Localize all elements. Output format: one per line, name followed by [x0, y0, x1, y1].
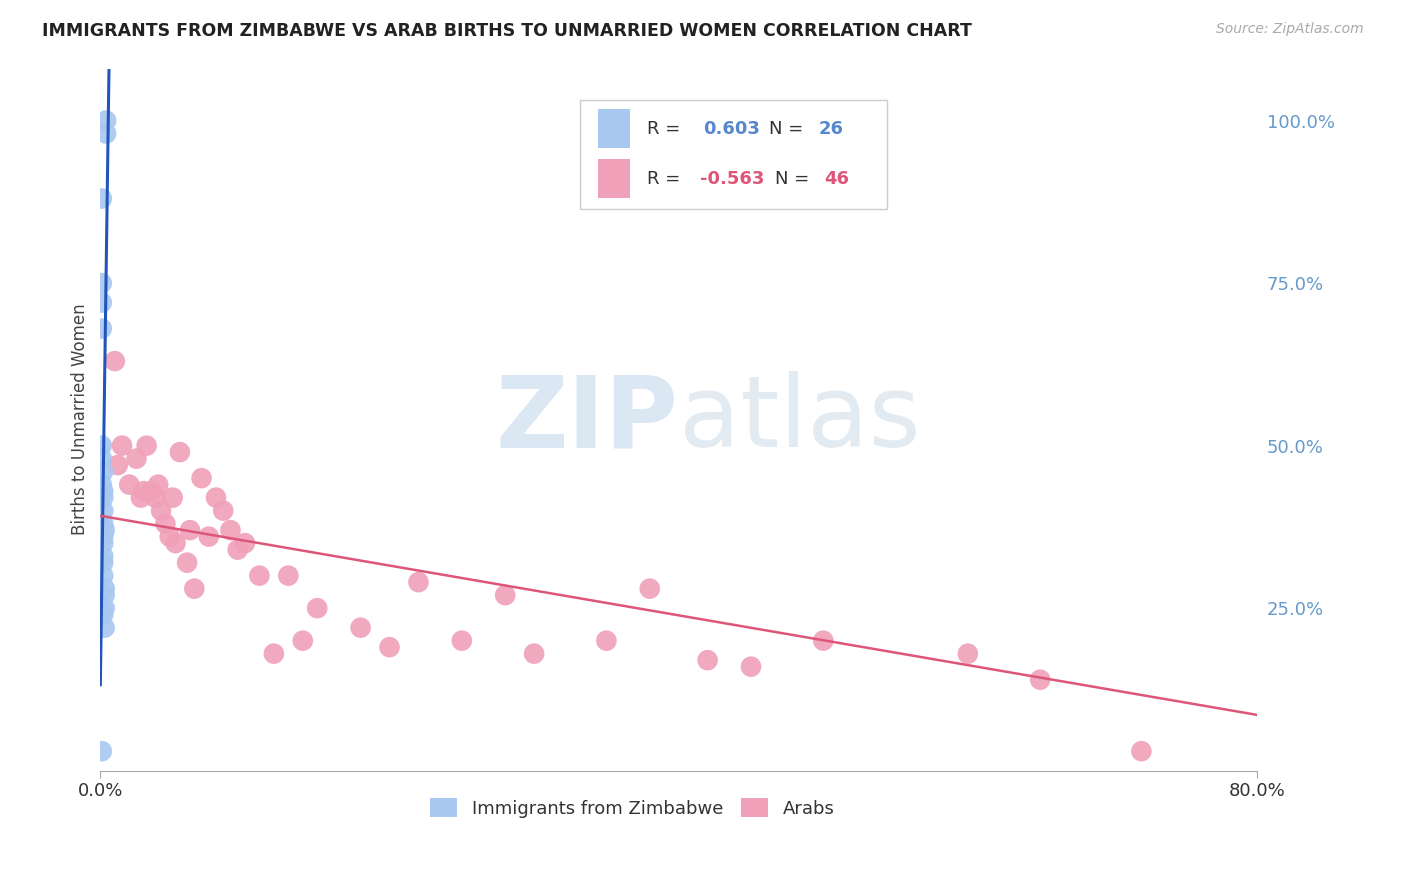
Point: [93, 588, 115, 602]
Point: [740, 659, 762, 673]
Text: 0.603: 0.603: [703, 120, 759, 137]
Point: [263, 647, 285, 661]
Point: [155, 516, 177, 531]
Point: [91, 465, 114, 479]
Text: N =: N =: [775, 169, 814, 187]
Point: [150, 503, 173, 517]
Text: IMMIGRANTS FROM ZIMBABWE VS ARAB BIRTHS TO UNMARRIED WOMEN CORRELATION CHART: IMMIGRANTS FROM ZIMBABWE VS ARAB BIRTHS …: [42, 22, 972, 40]
Text: Source: ZipAtlas.com: Source: ZipAtlas.com: [1216, 22, 1364, 37]
Text: R =: R =: [648, 120, 686, 137]
Point: [190, 471, 212, 485]
Point: [169, 445, 191, 459]
Legend: Immigrants from Zimbabwe, Arabs: Immigrants from Zimbabwe, Arabs: [423, 791, 842, 825]
Point: [90, 477, 112, 491]
Text: -0.563: -0.563: [700, 169, 763, 187]
Point: [378, 640, 401, 655]
Point: [523, 647, 546, 661]
Point: [93, 582, 115, 596]
Point: [165, 536, 187, 550]
Point: [90, 321, 112, 335]
Point: [205, 491, 228, 505]
Point: [94, 113, 117, 128]
Point: [247, 568, 270, 582]
Point: [291, 633, 314, 648]
Point: [638, 582, 661, 596]
Point: [107, 458, 129, 472]
Point: [135, 439, 157, 453]
Point: [696, 653, 718, 667]
Point: [90, 192, 112, 206]
Point: [1029, 673, 1052, 687]
Point: [226, 542, 249, 557]
Point: [159, 530, 181, 544]
Point: [132, 484, 155, 499]
Point: [91, 484, 114, 499]
Point: [143, 491, 166, 505]
Point: [91, 516, 114, 531]
Point: [90, 276, 112, 290]
Point: [197, 530, 219, 544]
Point: [148, 477, 170, 491]
Point: [94, 127, 117, 141]
Point: [104, 354, 127, 368]
Point: [91, 556, 114, 570]
Point: [179, 523, 201, 537]
Point: [956, 647, 979, 661]
Point: [125, 451, 148, 466]
Point: [93, 601, 115, 615]
Point: [233, 536, 256, 550]
Point: [93, 621, 115, 635]
Point: [91, 503, 114, 517]
Point: [349, 621, 371, 635]
FancyBboxPatch shape: [598, 110, 630, 148]
Text: ZIP: ZIP: [496, 371, 679, 468]
Point: [450, 633, 472, 648]
Point: [118, 477, 141, 491]
Point: [91, 607, 114, 622]
Point: [219, 523, 242, 537]
Point: [408, 575, 430, 590]
Point: [90, 295, 112, 310]
Point: [813, 633, 835, 648]
Point: [91, 530, 114, 544]
Point: [212, 503, 235, 517]
Point: [129, 491, 152, 505]
Point: [183, 582, 205, 596]
Point: [139, 484, 162, 499]
Point: [91, 536, 114, 550]
Point: [176, 556, 198, 570]
Point: [90, 439, 112, 453]
Y-axis label: Births to Unmarried Women: Births to Unmarried Women: [72, 304, 89, 535]
Point: [90, 451, 112, 466]
Point: [91, 568, 114, 582]
Point: [91, 549, 114, 563]
Point: [595, 633, 617, 648]
FancyBboxPatch shape: [581, 100, 887, 209]
FancyBboxPatch shape: [598, 160, 630, 198]
Point: [307, 601, 329, 615]
Point: [277, 568, 299, 582]
Text: 26: 26: [818, 120, 844, 137]
Text: 46: 46: [824, 169, 849, 187]
Text: R =: R =: [648, 169, 686, 187]
Text: atlas: atlas: [679, 371, 921, 468]
Point: [91, 491, 114, 505]
Point: [162, 491, 184, 505]
Text: N =: N =: [769, 120, 808, 137]
Point: [494, 588, 516, 602]
Point: [1130, 744, 1153, 758]
Point: [90, 744, 112, 758]
Point: [111, 439, 134, 453]
Point: [93, 523, 115, 537]
